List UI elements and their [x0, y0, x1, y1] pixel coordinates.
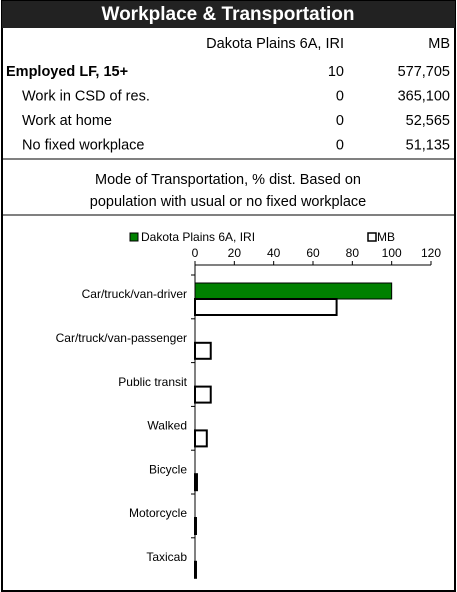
x-tick-label: 100 [382, 246, 402, 260]
x-tick-label: 20 [228, 246, 242, 260]
category-label: Taxicab [146, 550, 187, 564]
header-bar [2, 1, 455, 28]
legend-swatch [367, 232, 377, 242]
row-label: Employed LF, 15+ [6, 64, 128, 80]
row-label: No fixed workplace [22, 137, 145, 153]
cell: 577,705 [398, 64, 450, 80]
bar [194, 385, 212, 404]
x-tick-label: 80 [346, 246, 360, 260]
cell: 365,100 [398, 88, 450, 104]
x-tick-label: 60 [306, 246, 320, 260]
row-label: Work in CSD of res. [22, 88, 150, 104]
cell: 0 [336, 137, 344, 153]
category-label: Walked [147, 419, 187, 433]
x-tick-label: 40 [267, 246, 281, 260]
cell: 52,565 [406, 113, 450, 129]
bar [194, 473, 198, 492]
column-header: MB [428, 36, 450, 52]
note-line: Mode of Transportation, % dist. Based on [95, 172, 361, 188]
note-line: population with usual or no fixed workpl… [90, 194, 366, 210]
bar [194, 341, 212, 360]
cell: 0 [336, 113, 344, 129]
legend-label: Dakota Plains 6A, IRI [141, 230, 255, 244]
legend-swatch [129, 232, 139, 242]
bar [194, 560, 197, 579]
x-tick-label: 120 [421, 246, 441, 260]
header-title: Workplace & Transportation [101, 4, 354, 25]
bar [194, 429, 208, 448]
column-header: Dakota Plains 6A, IRI [206, 36, 344, 52]
x-tick-label: 0 [192, 246, 199, 260]
category-label: Car/truck/van-driver [82, 287, 187, 301]
cell: 51,135 [406, 137, 450, 153]
cell: 0 [336, 88, 344, 104]
bar [194, 282, 393, 300]
category-label: Motorcycle [129, 506, 187, 520]
row-label: Work at home [22, 113, 112, 129]
bar [194, 298, 338, 316]
legend-label: MB [377, 230, 395, 244]
category-label: Bicycle [149, 462, 187, 476]
category-label: Car/truck/van-passenger [56, 331, 187, 345]
category-label: Public transit [118, 375, 187, 389]
cell: 10 [328, 64, 344, 80]
bar [194, 517, 197, 535]
